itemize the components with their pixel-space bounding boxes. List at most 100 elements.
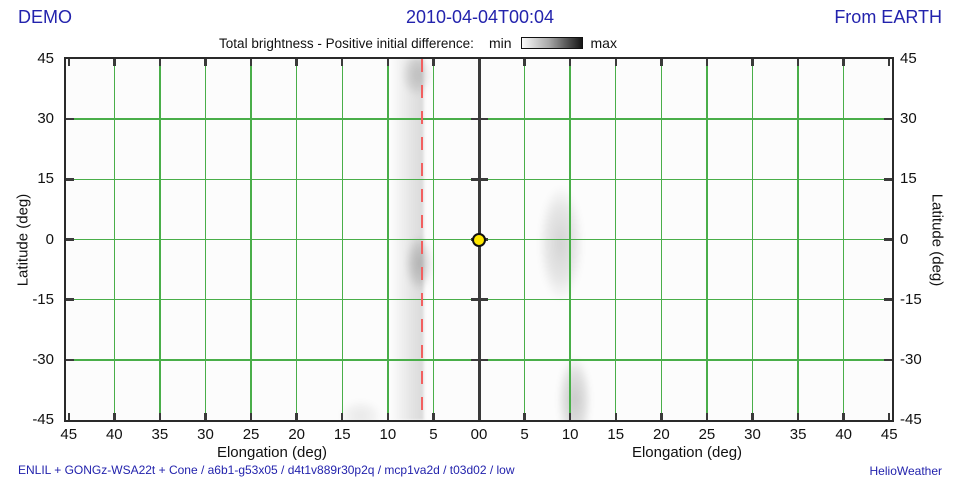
bottom-tick-left-5 (432, 413, 435, 420)
top-tick-left-35 (158, 59, 162, 66)
x-tick-right-30: 30 (744, 426, 761, 443)
top-tick-right-5 (523, 59, 526, 66)
cme-reference-line (421, 59, 424, 420)
bottom-tick-left-10 (386, 413, 390, 420)
left-bottom-smudge (331, 393, 390, 420)
brightness-colorbar (520, 37, 583, 49)
x-tick-left-30: 30 (197, 426, 214, 443)
right-tick--30 (884, 358, 892, 362)
x-tick-left-10: 10 (379, 426, 397, 443)
bottom-tick-right-15 (614, 413, 617, 420)
x-tick-left-5: 5 (429, 426, 438, 443)
top-tick-right-30 (751, 59, 754, 66)
x-tick-left-45: 45 (60, 426, 78, 443)
y-tick-left-45: 45 (37, 50, 54, 67)
bottom-tick-right-35 (796, 413, 800, 420)
y-tick-left--45: -45 (32, 411, 54, 428)
title-legend-row: Total brightness - Positive initial diff… (0, 35, 898, 51)
x-tick-right-5: 5 (520, 426, 529, 443)
left-band-dark-spot (399, 225, 438, 303)
right-tick-30 (884, 117, 892, 121)
model-info: ENLIL + GONGz-WSA22t + Cone / a6b1-g53x0… (18, 463, 515, 477)
plot-area (64, 57, 894, 422)
bottom-tick-left-25 (249, 413, 253, 420)
y-tick-left--30: -30 (32, 350, 54, 368)
bottom-tick-right-20 (660, 413, 663, 420)
timestamp: 2010-04-04T00:04 (405, 7, 555, 27)
y-tick-right-15: 15 (900, 170, 917, 188)
center-axis-tick-15 (470, 178, 488, 181)
x-tick-right-35: 35 (789, 426, 807, 443)
top-tick-left-45 (67, 59, 70, 66)
left-tick-30 (66, 117, 74, 121)
x-tick-left-35: 35 (151, 426, 169, 443)
x-tick-right-10: 10 (561, 426, 579, 443)
center-axis-tick-30 (470, 117, 488, 121)
bottom-tick-left-20 (295, 413, 298, 420)
x-tick-left-40: 40 (105, 426, 123, 443)
top-tick-left-25 (249, 59, 253, 66)
y-axis-title-right: Latitude (deg) (928, 193, 946, 287)
y-tick-right--45: -45 (900, 411, 922, 428)
x-tick-right-25: 25 (698, 426, 716, 443)
bottom-tick-right-45 (888, 413, 891, 420)
y-tick-right-30: 30 (900, 110, 917, 128)
top-tick-right-25 (705, 59, 709, 66)
y-tick-left-0: 0 (45, 230, 54, 248)
y-tick-right-0: 0 (900, 230, 909, 248)
y-tick-left-30: 30 (37, 110, 54, 128)
bottom-tick-right-25 (705, 413, 709, 420)
top-tick-right-35 (796, 59, 800, 66)
bottom-tick-right-30 (751, 413, 754, 420)
legend-max-label: max (590, 35, 617, 51)
plot-title: Total brightness - Positive initial diff… (219, 35, 474, 51)
legend-min-label: min (488, 35, 512, 51)
y-tick-right-45: 45 (900, 50, 917, 67)
observer-marker (472, 232, 486, 247)
left-tick--30 (66, 358, 74, 362)
top-tick-right-10 (568, 59, 572, 66)
right-tick-0 (884, 238, 892, 241)
bottom-tick-left-45 (67, 413, 70, 420)
credit-link[interactable]: HelioWeather (869, 464, 942, 478)
right-mid-streak (530, 163, 592, 324)
bottom-tick-right-5 (523, 413, 526, 420)
x-axis-title-left: Elongation (deg) (216, 444, 328, 461)
left-tick--15 (66, 298, 74, 301)
top-tick-right-45 (888, 59, 891, 66)
y-tick-left--15: -15 (32, 290, 54, 308)
x-tick-left-25: 25 (242, 426, 260, 443)
bottom-tick-left-15 (341, 413, 344, 420)
top-tick-left-40 (113, 59, 116, 66)
top-tick-left-30 (204, 59, 207, 66)
x-tick-left-15: 15 (333, 426, 351, 443)
viewpoint-label: From EARTH (834, 7, 942, 27)
top-tick-left-15 (341, 59, 344, 66)
x-axis-title-right: Elongation (deg) (631, 444, 743, 461)
x-tick-left-20: 20 (288, 426, 305, 443)
y-tick-right--15: -15 (900, 290, 922, 308)
bottom-tick-left-35 (158, 413, 162, 420)
top-tick-left-10 (386, 59, 390, 66)
center-axis-tick--30 (470, 358, 488, 362)
top-tick-right-20 (660, 59, 663, 66)
right-tick-15 (884, 178, 892, 181)
top-tick-left-20 (295, 59, 298, 66)
bottom-tick-left-30 (204, 413, 207, 420)
y-tick-right--30: -30 (900, 350, 922, 368)
left-tick-0 (66, 238, 74, 241)
bottom-tick-right-40 (842, 413, 845, 420)
right-bottom-streak (551, 338, 599, 420)
x-tick-center: 00 (470, 426, 488, 443)
run-label: DEMO (18, 7, 72, 27)
bottom-tick-right-10 (568, 413, 572, 420)
center-axis-tick--15 (470, 298, 488, 301)
top-tick-left-5 (432, 59, 435, 66)
bottom-tick-left-40 (113, 413, 116, 420)
x-tick-right-15: 15 (607, 426, 625, 443)
left-tick-15 (66, 178, 74, 181)
left-band-top-spot (395, 59, 437, 104)
top-tick-right-40 (842, 59, 845, 66)
x-tick-right-40: 40 (835, 426, 853, 443)
